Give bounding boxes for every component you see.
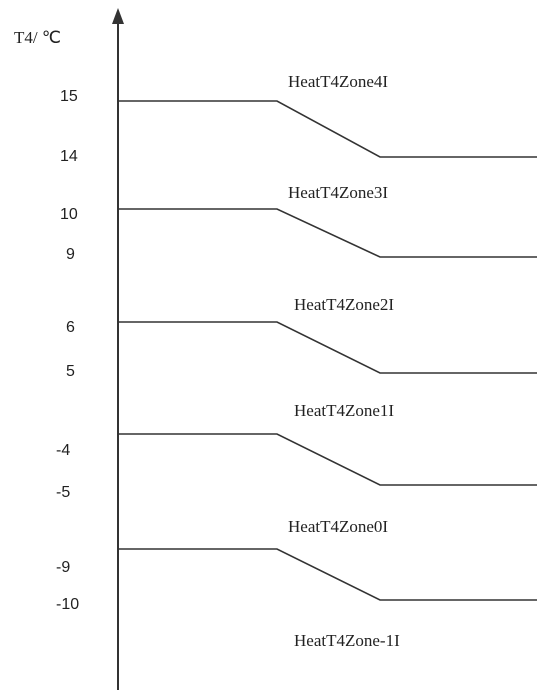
- tick-label-15: 15: [60, 88, 78, 105]
- zone-boundary-line-4: [118, 100, 537, 158]
- tick-label-6: 6: [66, 319, 75, 336]
- tick-label-minus-10: -10: [56, 596, 79, 613]
- tick-label-minus-4: -4: [56, 442, 70, 459]
- zone-boundary-line-0: [118, 548, 537, 601]
- zone-label-minus-1: HeatT4Zone-1I: [294, 631, 400, 650]
- tick-label-minus-9: -9: [56, 559, 70, 576]
- zone-label-4: HeatT4Zone4I: [288, 72, 388, 91]
- tick-label-5: 5: [66, 363, 75, 380]
- axis-title: T4/ ℃: [14, 28, 61, 47]
- y-axis-arrow-icon: [112, 8, 124, 24]
- zone-boundary-line-2: [118, 321, 537, 374]
- tick-label-14: 14: [60, 148, 78, 165]
- zone-boundary-line-3: [118, 208, 537, 258]
- zone-boundary-line-1: [118, 433, 537, 486]
- tick-label-minus-5: -5: [56, 484, 70, 501]
- zone-label-2: HeatT4Zone2I: [294, 295, 394, 314]
- zone-label-3: HeatT4Zone3I: [288, 183, 388, 202]
- zone-label-1: HeatT4Zone1I: [294, 401, 394, 420]
- tick-label-9: 9: [66, 246, 75, 263]
- zone-label-0: HeatT4Zone0I: [288, 517, 388, 536]
- tick-label-10: 10: [60, 206, 78, 223]
